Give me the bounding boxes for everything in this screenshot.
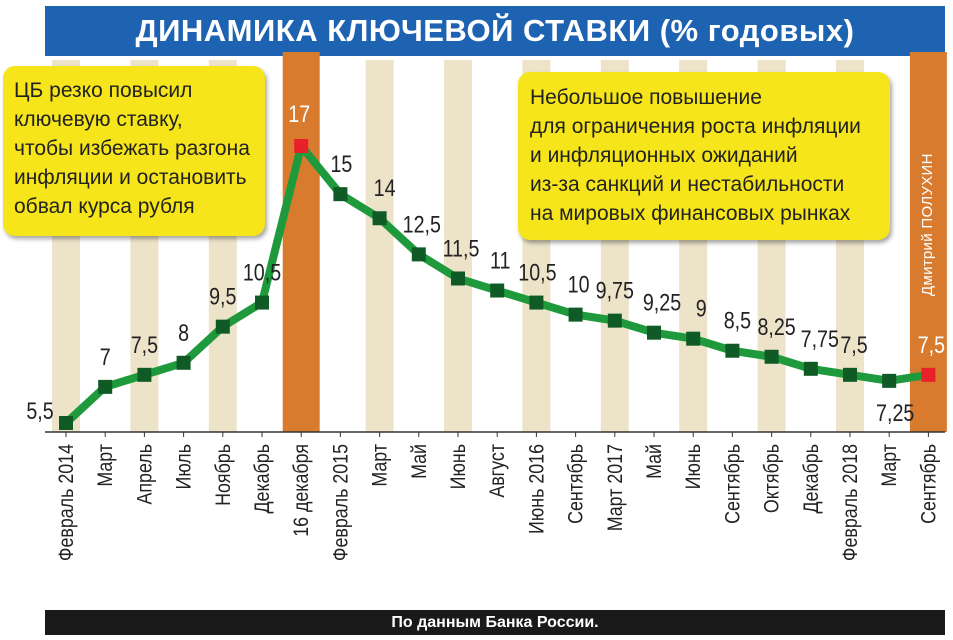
value-label: 9 [696, 295, 707, 322]
data-point [803, 361, 818, 376]
value-label: 12,5 [403, 211, 441, 238]
category-label: Февраль 2014 [55, 444, 79, 561]
value-label: 10 [568, 271, 590, 298]
value-label: 17 [288, 100, 310, 127]
value-label: 15 [330, 150, 352, 177]
category-label: Ноябрь [211, 444, 235, 506]
value-label: 8 [178, 319, 189, 346]
value-label: 7,5 [840, 331, 867, 358]
callout-right-line: на мировых финансовых рынках [530, 202, 851, 225]
callout-left: ЦБ резко повысил ключевую ставку, чтобы из… [3, 66, 265, 236]
category-label: Март [878, 444, 902, 487]
category-label: Декабрь [799, 444, 823, 514]
callout-right-line: для ограничения роста инфляции [530, 115, 861, 138]
value-label: 8,25 [757, 313, 795, 340]
data-point [372, 211, 387, 226]
callout-right-line: и инфляционных ожиданий [530, 144, 798, 167]
data-point [843, 367, 857, 382]
data-point [59, 416, 73, 430]
data-point [215, 319, 230, 334]
data-point [294, 139, 309, 153]
value-label: 10,5 [518, 259, 556, 286]
data-point [98, 379, 113, 394]
highlight-column [282, 52, 320, 432]
category-label: Июнь [447, 444, 471, 489]
data-point [490, 283, 505, 298]
data-point [647, 325, 661, 340]
category-label: Февраль 2018 [839, 444, 863, 561]
value-label: 9,25 [643, 289, 681, 316]
category-label: Октябрь [760, 444, 784, 513]
column-stripe [365, 60, 394, 432]
callout-right-line: Небольшое повышение [530, 86, 762, 109]
value-label: 9,5 [209, 283, 236, 310]
value-label: 5,5 [26, 397, 53, 424]
category-label: Май [407, 444, 431, 479]
category-label: Июнь 2016 [525, 444, 549, 534]
source-note: По данным Банка России. [391, 613, 599, 631]
data-point [411, 247, 426, 262]
value-label: 10,5 [243, 259, 281, 286]
value-label: 9,75 [596, 277, 634, 304]
value-label: 7,75 [801, 325, 839, 352]
data-point [333, 187, 348, 202]
value-label: 11 [490, 247, 510, 274]
data-point [607, 313, 622, 328]
category-label: Февраль 2015 [329, 444, 353, 561]
value-label: 7 [100, 343, 111, 370]
category-label: Май [643, 444, 667, 479]
category-label: Сентябрь [721, 444, 745, 524]
category-label: Сентябрь [564, 444, 588, 524]
category-label: Июнь [682, 444, 706, 489]
callout-left-line: инфляции и остановить [14, 166, 247, 189]
category-label: Август [486, 444, 510, 498]
callout-left-line: ЦБ резко повысил [14, 79, 193, 102]
category-label: Июль [172, 444, 196, 489]
category-label: Апрель [133, 444, 157, 504]
value-label: 7,5 [131, 331, 158, 358]
data-point [529, 295, 544, 310]
callout-left-line: чтобы избежать разгона [14, 137, 250, 160]
data-point [451, 271, 465, 286]
value-label: 11,5 [443, 235, 480, 262]
category-label: 16 декабря [290, 444, 314, 537]
category-label: Март [94, 444, 118, 487]
data-point [255, 295, 269, 310]
data-point [725, 343, 740, 358]
data-point [921, 367, 936, 382]
data-point [882, 373, 897, 388]
callout-right-line: из-за санкций и нестабильности [530, 173, 845, 196]
chart-title: ДИНАМИКА КЛЮЧЕВОЙ СТАВКИ (% годовых) [135, 13, 855, 48]
callout-left-line: ключевую ставку, [14, 108, 183, 131]
value-label: 14 [374, 174, 396, 201]
data-point [686, 331, 701, 346]
column-stripe [444, 60, 472, 432]
category-label: Март 2017 [603, 444, 627, 531]
category-label: Декабрь [251, 444, 275, 514]
callout-right: Небольшое повышение для ограничения роста… [518, 72, 890, 240]
source-bar: По данным Банка России. [45, 610, 945, 635]
author-credit-text: Дмитрий ПОЛУХИН [919, 153, 936, 296]
data-point [568, 307, 583, 322]
data-point [764, 349, 779, 364]
value-label: 8,5 [724, 307, 751, 334]
data-point [137, 367, 152, 382]
title-bar: ДИНАМИКА КЛЮЧЕВОЙ СТАВКИ (% годовых) [45, 6, 945, 56]
callout-left-line: обвал курса рубля [14, 195, 195, 218]
data-point [176, 355, 191, 370]
value-label: 7,25 [876, 399, 914, 426]
value-label: 7,5 [918, 331, 945, 358]
category-label: Сентябрь [917, 444, 941, 524]
category-label: Март [368, 444, 392, 487]
